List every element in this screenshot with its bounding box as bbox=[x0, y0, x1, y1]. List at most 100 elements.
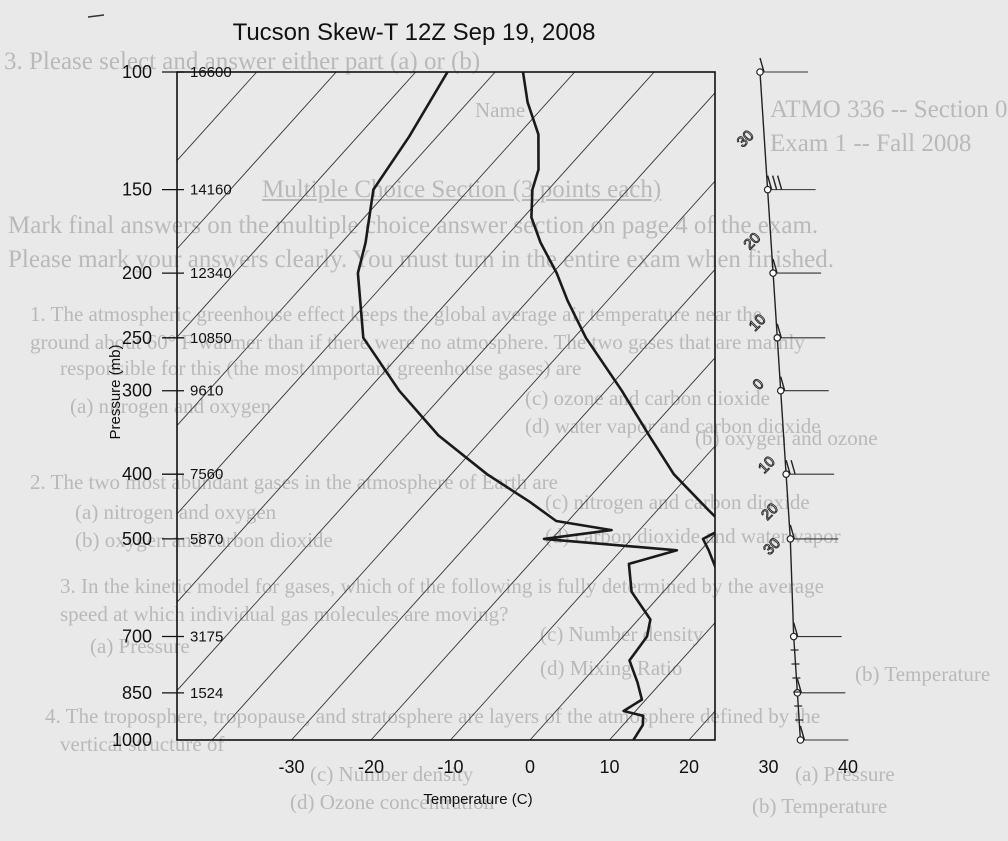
sounding-series bbox=[356, 72, 715, 740]
bleed-q4-option-a: (a) Pressure bbox=[795, 762, 895, 786]
wind-speed-label: 20 bbox=[758, 500, 782, 524]
wind-barb bbox=[766, 175, 773, 190]
bleed-course: ATMO 336 -- Section 001 bbox=[770, 96, 1008, 123]
bleed-instruction-2: Please mark your answers clearly. You mu… bbox=[8, 246, 834, 273]
isotherm-line bbox=[848, 72, 1008, 740]
bleed-q1-line-c: responsible for this (the most important… bbox=[60, 356, 582, 380]
skewed-isotherms bbox=[0, 72, 1008, 740]
bleed-line-select-part: 3. Please select and answer either part … bbox=[4, 48, 481, 75]
pressure-tick-label: 1000 bbox=[112, 730, 152, 750]
bleed-q3-line-a: 3. In the kinetic model for gases, which… bbox=[60, 574, 824, 598]
wind-barb bbox=[772, 258, 778, 274]
wind-station-marker bbox=[773, 334, 782, 342]
bleed-q1-option-b: (b) oxygen and ozone bbox=[695, 426, 878, 450]
temperature-line bbox=[521, 72, 715, 570]
bleed-q3-option-a: (a) Pressure bbox=[90, 634, 190, 658]
temperature-tick-label: 10 bbox=[599, 757, 619, 777]
height-label: 12340 bbox=[190, 265, 232, 282]
isotherm-line bbox=[370, 357, 715, 740]
pressure-tick-label: 700 bbox=[122, 627, 152, 647]
pressure-tick-label: 500 bbox=[122, 529, 152, 549]
y-axis-label: Pressure (mb) bbox=[107, 344, 124, 439]
wind-station-marker bbox=[776, 386, 785, 395]
pressure-tick-label: 300 bbox=[122, 381, 152, 401]
bleed-q1-line-a: 1. The atmospheric greenhouse effect kee… bbox=[30, 302, 763, 326]
isotherm-line bbox=[177, 72, 655, 603]
bleed-q1-option-c: (c) ozone and carbon dioxide bbox=[525, 386, 770, 410]
isotherm-line bbox=[769, 72, 1008, 740]
corner-scribble bbox=[87, 14, 105, 18]
wind-station-marker bbox=[763, 185, 772, 194]
isotherm-line bbox=[0, 72, 98, 740]
bleed-section-heading: Multiple Choice Section (3 points each) bbox=[262, 176, 662, 203]
isotherm-line bbox=[529, 533, 715, 740]
bleed-q4-line-b: vertical structure of bbox=[60, 732, 225, 756]
bleed-q3-option-c: (c) Number density bbox=[540, 622, 704, 646]
isotherm-line bbox=[177, 72, 417, 338]
wind-barb bbox=[776, 175, 783, 190]
wind-barb bbox=[785, 459, 791, 475]
wind-station-marker bbox=[789, 632, 798, 641]
wind-barb bbox=[796, 678, 803, 694]
height-label: 3175 bbox=[190, 629, 223, 646]
height-label: 5870 bbox=[190, 531, 223, 548]
height-label: 10850 bbox=[190, 330, 232, 347]
plot-frame bbox=[176, 71, 716, 741]
bleed-q2-option-c: (c) nitrogen and carbon dioxide bbox=[545, 490, 810, 514]
x-axis-label: Temperature (C) bbox=[423, 791, 532, 808]
temperature-tick-label: 0 bbox=[525, 757, 535, 777]
wind-barb bbox=[799, 725, 806, 741]
wind-station-marker bbox=[756, 68, 764, 76]
temperature-tick-label: -30 bbox=[278, 757, 304, 777]
bleed-q4-option-c: (c) Number density bbox=[310, 762, 474, 786]
wind-speed-label: 30 bbox=[760, 535, 784, 559]
isotherm-line bbox=[177, 72, 576, 515]
bleed-q4-option-b: (b) Temperature bbox=[752, 794, 888, 818]
wind-station-marker bbox=[786, 535, 795, 543]
wind-speed-label: 0 bbox=[750, 376, 768, 394]
temperature-tick-label: 40 bbox=[838, 757, 858, 777]
temperature-tick-label: 30 bbox=[758, 757, 778, 777]
wind-barb bbox=[776, 323, 782, 339]
wind-station-marker bbox=[769, 269, 777, 277]
wind-speed-label: 30 bbox=[734, 127, 758, 151]
temperature-tick-label: -20 bbox=[358, 757, 384, 777]
height-label: 1524 bbox=[190, 685, 223, 702]
isotherm-line bbox=[291, 268, 715, 740]
bleed-q2-option-a: (a) nitrogen and oxygen bbox=[75, 500, 277, 524]
bleed-q3-line-b: speed at which individual gas molecules … bbox=[60, 602, 509, 626]
isotherm-line bbox=[177, 72, 496, 427]
wind-barb bbox=[759, 57, 765, 73]
isotherm-line bbox=[0, 72, 18, 740]
bleed-q2: 2. The two most abundant gases in the at… bbox=[30, 470, 558, 494]
pressure-tick-label: 400 bbox=[122, 464, 152, 484]
bleed-exam: Exam 1 -- Fall 2008 bbox=[770, 130, 972, 157]
wind-barb bbox=[793, 622, 799, 637]
isotherm-line bbox=[211, 180, 715, 740]
height-label: 16600 bbox=[190, 64, 232, 81]
wind-profile: 30 20 10 0 10 20 30 bbox=[733, 57, 849, 744]
bleed-q3-option-d: (d) Mixing Ratio bbox=[540, 656, 683, 680]
bleed-q4-line-a: 4. The troposphere, tropopause, and stra… bbox=[45, 704, 821, 728]
pressure-tick-label: 250 bbox=[122, 328, 152, 348]
wind-speed-label: 20 bbox=[740, 230, 764, 254]
chart-title: Tucson Skew-T 12Z Sep 19, 2008 bbox=[233, 19, 596, 46]
temperature-axis-labels: -30 -20 -10 0 10 20 30 40 bbox=[278, 757, 858, 777]
temperature-tick-label: -10 bbox=[437, 757, 463, 777]
wind-barb bbox=[771, 175, 778, 190]
pressure-tick-label: 850 bbox=[122, 683, 152, 703]
bleed-q2-option-b: (b) oxygen and carbon dioxide bbox=[75, 528, 333, 552]
temperature-tick-label: 20 bbox=[679, 757, 699, 777]
wind-barb bbox=[790, 459, 796, 475]
pressure-tick-label: 100 bbox=[122, 62, 152, 82]
isotherm-line bbox=[177, 72, 337, 250]
wind-barb bbox=[789, 524, 796, 540]
wind-station-marker bbox=[782, 470, 790, 478]
bleed-q1-option-a: (a) nitrogen and oxygen bbox=[70, 394, 272, 418]
wind-barb bbox=[780, 376, 786, 391]
isotherm-line bbox=[177, 92, 715, 692]
height-label: 9610 bbox=[190, 383, 223, 400]
bleed-q4-option-d: (d) Ozone concentration bbox=[290, 790, 495, 814]
pressure-tick-label: 200 bbox=[122, 263, 152, 283]
height-label: 7560 bbox=[190, 466, 223, 483]
